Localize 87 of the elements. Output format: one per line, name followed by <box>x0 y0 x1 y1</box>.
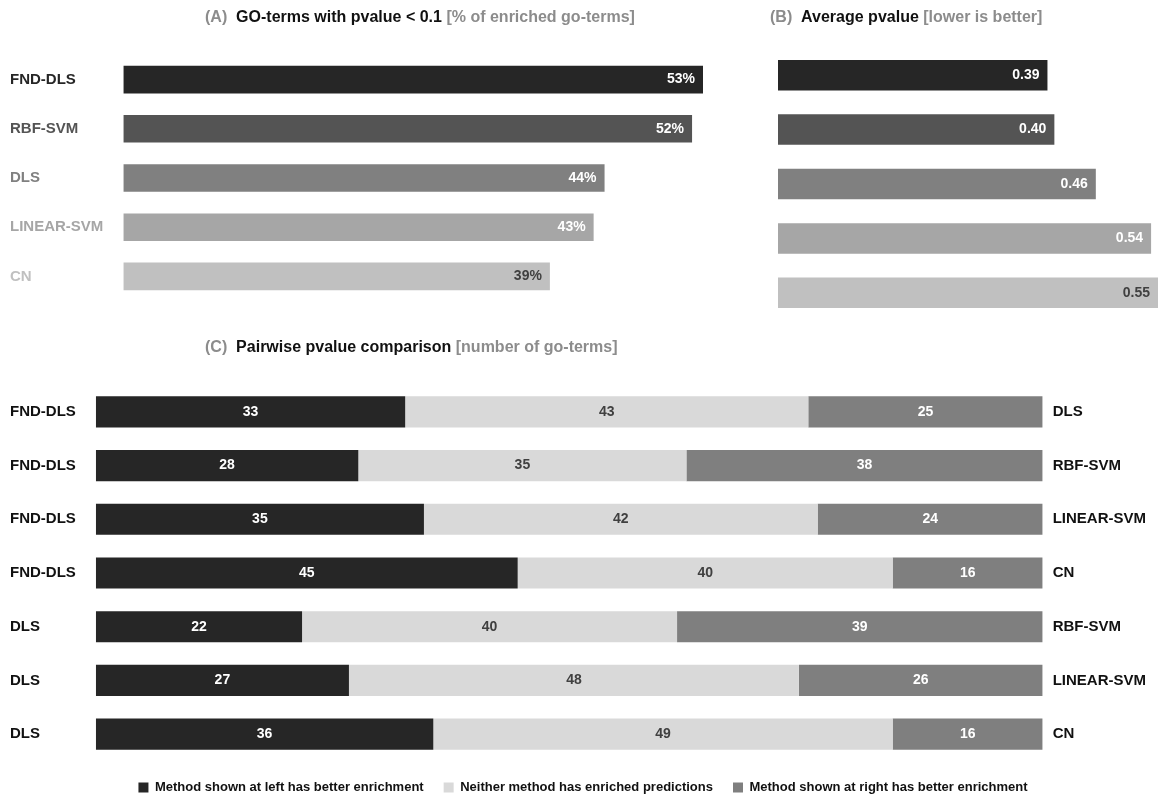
bar <box>798 664 1043 697</box>
data-label: 0.39 <box>1012 66 1040 83</box>
bar <box>778 59 1048 91</box>
y-tick-label: LINEAR-SVM <box>10 217 104 235</box>
data-label: 45 <box>298 563 315 580</box>
data-label: 33 <box>242 402 259 419</box>
y2-tick-label: RBF-SVM <box>1052 616 1121 634</box>
legend-label: Method shown at right has better enrichment <box>749 779 1029 795</box>
y-tick-label: FND-DLS <box>10 509 76 527</box>
bar <box>123 213 594 241</box>
bar <box>302 611 678 643</box>
data-label: 43% <box>557 218 587 235</box>
bar <box>123 65 703 94</box>
bar <box>778 277 1158 309</box>
data-label: 48 <box>566 671 582 688</box>
bar <box>433 718 893 750</box>
bar <box>95 664 349 697</box>
y2-tick-label: LINEAR-SVM <box>1052 509 1147 527</box>
bar <box>405 396 809 428</box>
data-label: 25 <box>917 402 934 419</box>
data-label: 40 <box>697 563 714 580</box>
bar <box>677 611 1043 643</box>
bar <box>892 718 1043 750</box>
data-label: 0.55 <box>1122 283 1151 300</box>
bar <box>95 611 303 643</box>
bar <box>95 718 434 750</box>
bar <box>778 168 1096 200</box>
y-tick-label: DLS <box>10 616 40 634</box>
y2-tick-label: CN <box>1052 563 1075 581</box>
y-tick-label: DLS <box>10 168 40 186</box>
data-label: 0.46 <box>1060 174 1089 191</box>
data-label: 35 <box>252 510 268 527</box>
y2-tick-label: DLS <box>1052 402 1083 419</box>
data-label: 16 <box>959 725 976 741</box>
bar <box>778 114 1055 145</box>
data-label: 39% <box>513 267 543 284</box>
y-tick-label: DLS <box>10 724 40 742</box>
data-label: 35 <box>514 456 531 473</box>
data-label: 52% <box>656 119 685 136</box>
data-label: 38 <box>856 456 873 473</box>
y2-tick-label: CN <box>1052 724 1075 742</box>
data-label: 22 <box>191 617 207 634</box>
bar <box>95 449 359 482</box>
bar <box>517 557 893 589</box>
bar <box>808 396 1043 428</box>
data-label: 28 <box>219 456 236 473</box>
data-label: 42 <box>613 510 629 527</box>
bar <box>348 664 799 697</box>
y-tick-label: RBF-SVM <box>10 118 79 136</box>
y-tick-label: DLS <box>10 670 40 688</box>
y2-tick-label: LINEAR-SVM <box>1052 670 1147 688</box>
data-label: 0.40 <box>1019 120 1047 137</box>
legend-label: Neither method has enriched predictions <box>460 779 713 795</box>
data-label: 26 <box>913 671 929 688</box>
bar <box>778 223 1152 254</box>
data-label: 27 <box>214 671 231 688</box>
data-label: 44% <box>568 168 598 185</box>
y-tick-label: FND-DLS <box>10 563 76 581</box>
data-label: 0.54 <box>1115 229 1144 246</box>
data-label: 43 <box>598 402 615 419</box>
bar <box>123 164 605 192</box>
bar <box>358 449 687 482</box>
bar <box>95 557 518 589</box>
data-label: 40 <box>481 617 498 634</box>
y-tick-label: FND-DLS <box>10 455 76 473</box>
y-tick-label: CN <box>10 266 32 284</box>
chart-title: (A) GO-terms with pvalue < 0.1 [% of enriched go-terms] <box>205 8 635 25</box>
data-label: 24 <box>922 510 939 527</box>
data-label: 39 <box>852 617 868 634</box>
data-label: 36 <box>256 725 273 741</box>
y-tick-label: FND-DLS <box>10 402 76 419</box>
chart-title: (C) Pairwise pvalue comparison [number of go-terms] <box>205 338 618 355</box>
legend-label: Method shown at left has better enrichment <box>154 779 425 795</box>
data-label: 49 <box>655 725 671 741</box>
bar <box>892 557 1043 589</box>
bar <box>123 262 550 291</box>
bar <box>686 449 1043 482</box>
bar <box>95 396 406 428</box>
bar <box>123 115 693 143</box>
data-label: 16 <box>959 563 976 580</box>
y2-tick-label: RBF-SVM <box>1052 455 1121 473</box>
chart-title: (B) Average pvalue [lower is better] <box>770 8 1043 25</box>
y-tick-label: FND-DLS <box>10 69 76 87</box>
bar <box>423 503 818 535</box>
data-label: 53% <box>666 70 696 87</box>
bar <box>95 503 424 535</box>
bar <box>817 503 1043 535</box>
